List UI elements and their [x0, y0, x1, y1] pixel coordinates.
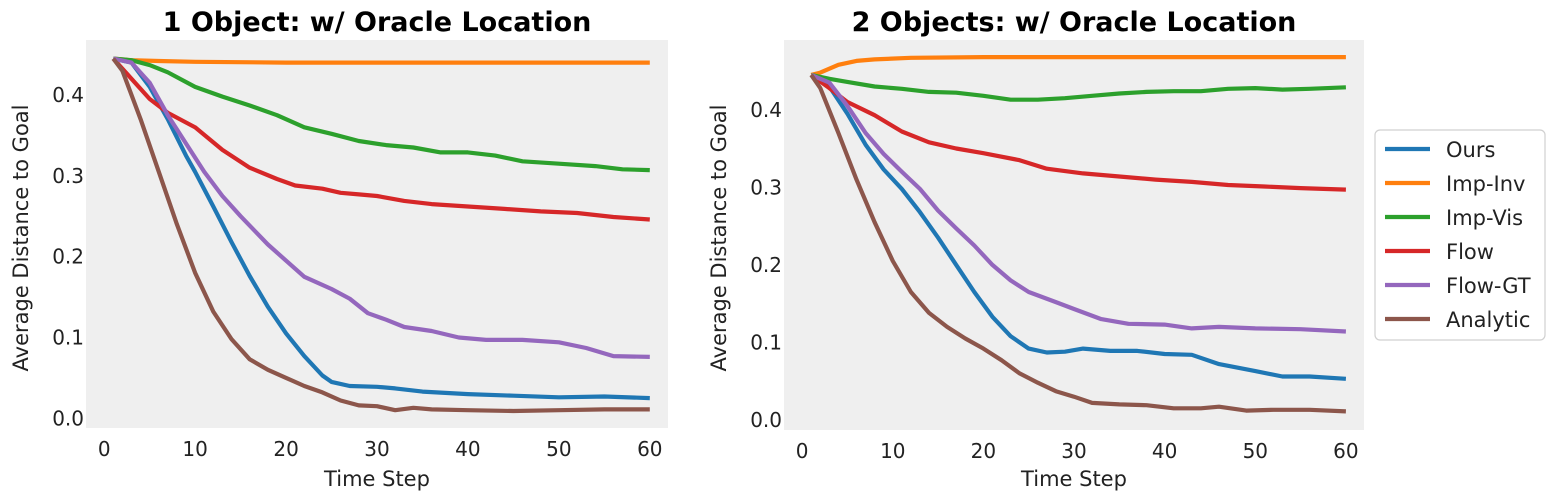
y-tick-label: 0.2 — [52, 245, 84, 269]
x-tick-label: 60 — [1333, 439, 1358, 463]
x-tick-label: 30 — [364, 437, 389, 461]
y-axis-label: Average Distance to Goal — [9, 105, 33, 372]
chart-title: 1 Object: w/ Oracle Location — [163, 7, 592, 38]
x-tick-label: 0 — [796, 439, 809, 463]
legend-entries: Ours Imp-Inv Imp-Vis Flow Flow-GT Analytic — [1385, 138, 1531, 332]
legend-label: Flow — [1446, 240, 1494, 264]
x-axis-label: Time Step — [1020, 467, 1127, 491]
x-tick-label: 60 — [637, 437, 662, 461]
y-tick-label: 0.3 — [52, 164, 84, 188]
x-tick-label: 0 — [98, 437, 111, 461]
y-tick-label: 0.4 — [52, 83, 84, 107]
series-line-imp-vis — [810, 72, 1346, 102]
x-axis-label: Time Step — [323, 467, 430, 491]
series-lines — [111, 56, 650, 414]
x-tick-label: 10 — [880, 439, 905, 463]
y-tick-label: 0.0 — [52, 406, 84, 430]
series-lines — [809, 55, 1347, 414]
series-line-flow — [111, 57, 650, 222]
chart-panel-1-object: 1 Object: w/ Oracle Location 0.00.10.20.… — [9, 7, 668, 491]
y-tick-label: 0.0 — [750, 408, 782, 432]
y-tick-labels: 0.0 0.1 0.2 0.3 0.4 — [750, 98, 782, 432]
y-tick-label: 0.1 — [750, 330, 782, 354]
series-line-flow — [809, 73, 1346, 192]
x-tick-label: 20 — [273, 437, 298, 461]
y-tick-label: 0.1 — [52, 326, 84, 350]
y-tick-label: 0.3 — [750, 175, 782, 199]
series-line-imp-vis — [113, 56, 650, 173]
series-line-imp-inv — [113, 56, 650, 65]
legend-label: Ours — [1446, 138, 1495, 162]
x-tick-label: 40 — [1152, 439, 1177, 463]
y-tick-labels: 0.0 0.1 0.2 0.3 0.4 — [52, 83, 84, 430]
chart-panel-2-objects: 2 Objects: w/ Oracle Location 0.00.10.20… — [707, 7, 1364, 491]
x-tick-labels: 0 10 20 30 40 50 60 — [98, 437, 663, 461]
plot-area — [86, 40, 668, 428]
y-tick-label: 0.2 — [750, 253, 782, 277]
series-line-flow-gt — [810, 72, 1347, 334]
y-tick-label: 0.4 — [750, 98, 782, 122]
x-tick-label: 50 — [546, 437, 571, 461]
x-tick-label: 20 — [971, 439, 996, 463]
legend: Ours Imp-Inv Imp-Vis Flow Flow-GT Analytic — [1374, 129, 1546, 341]
x-tick-label: 30 — [1061, 439, 1086, 463]
chart-title: 2 Objects: w/ Oracle Location — [852, 7, 1297, 38]
x-tick-labels: 0 10 20 30 40 50 60 — [796, 439, 1359, 463]
x-tick-label: 50 — [1243, 439, 1268, 463]
series-line-analytic — [111, 57, 650, 414]
series-line-ours — [810, 73, 1347, 381]
legend-label: Imp-Inv — [1446, 172, 1526, 196]
series-line-analytic — [809, 73, 1346, 414]
legend-label: Imp-Vis — [1446, 206, 1523, 230]
legend-label: Flow-GT — [1446, 274, 1531, 298]
y-axis-label: Average Distance to Goal — [707, 105, 731, 372]
x-tick-label: 10 — [182, 437, 207, 461]
series-line-imp-inv — [810, 55, 1346, 77]
series-line-flow-gt — [112, 56, 650, 359]
series-line-ours — [112, 56, 650, 401]
legend-label: Analytic — [1446, 308, 1530, 332]
x-tick-label: 40 — [455, 437, 480, 461]
